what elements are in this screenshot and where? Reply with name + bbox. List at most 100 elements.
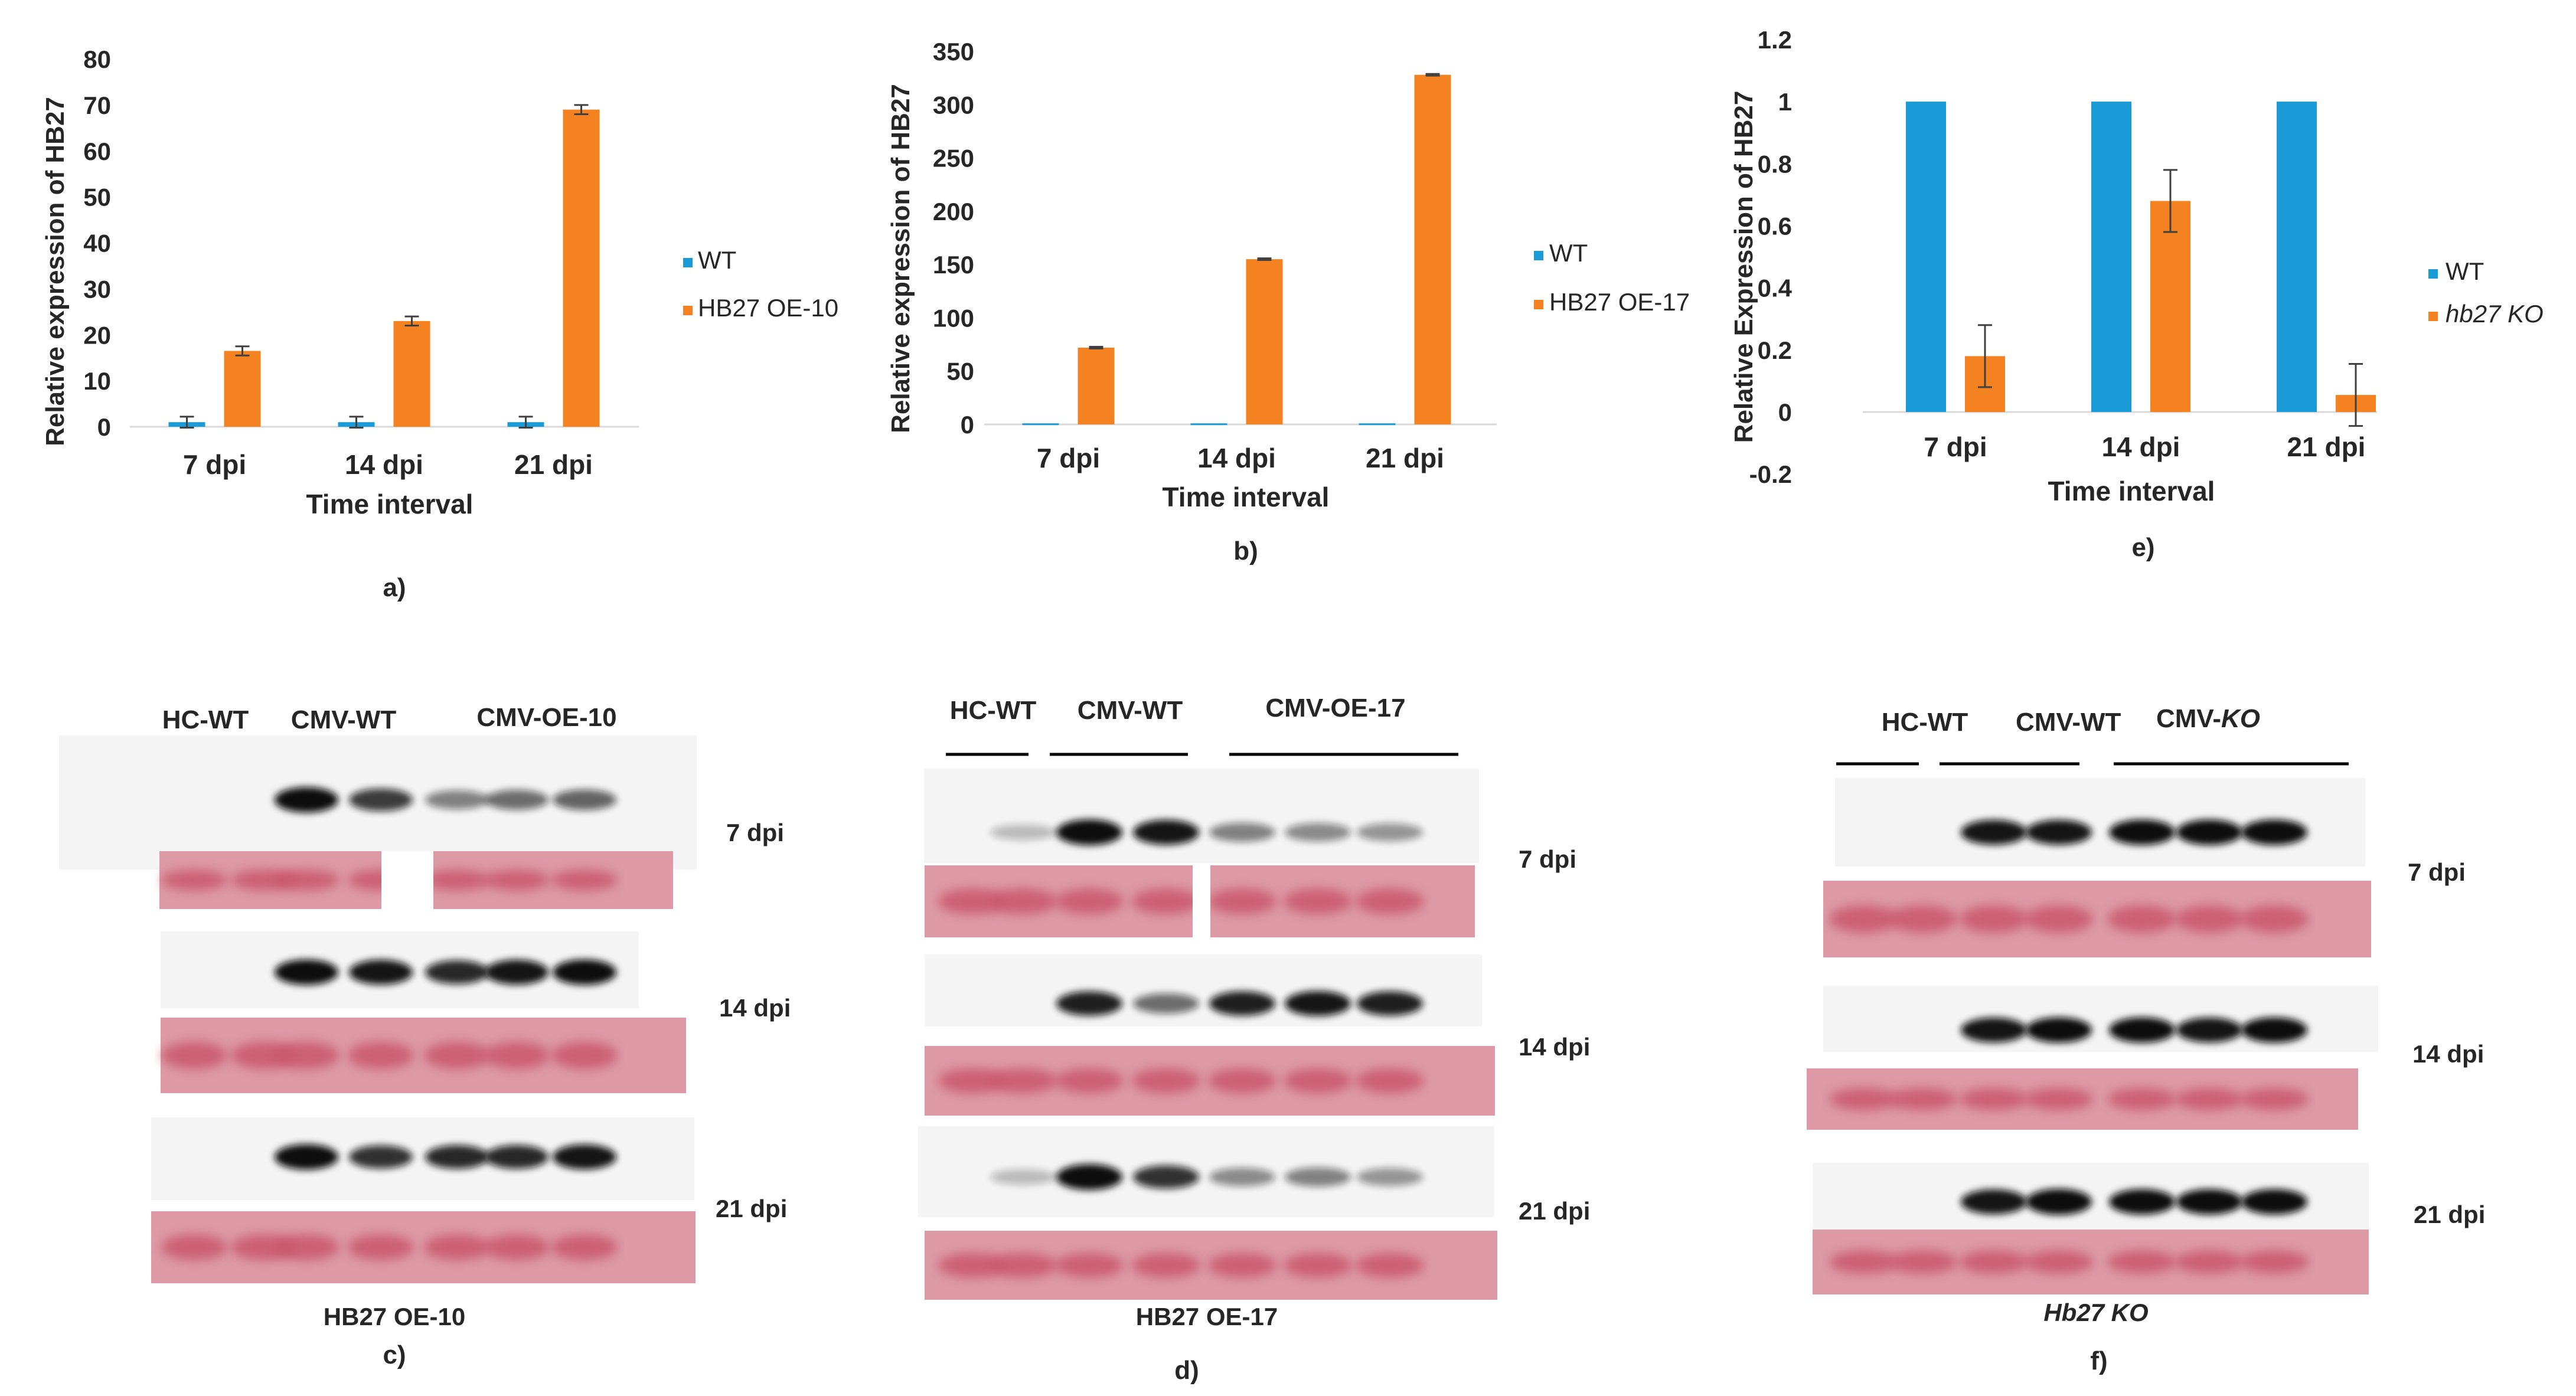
blot-c-band-row2-lane5 bbox=[485, 1145, 548, 1169]
chart-b-bar-hb27-oe-17-2 bbox=[1414, 74, 1451, 425]
chart-a-category-label-1: 14 dpi bbox=[345, 449, 423, 480]
blot-f-time-3: 21 dpi bbox=[2414, 1201, 2485, 1228]
chart-e-ytick-1: 0 bbox=[1778, 398, 1792, 426]
chart-b-ytick-2: 100 bbox=[933, 304, 974, 332]
legend-e-wt-swatch bbox=[2428, 269, 2438, 279]
chart-b-category-label-2: 21 dpi bbox=[1366, 443, 1444, 473]
blot-d-group-3: CMV-OE-17 bbox=[1265, 694, 1405, 722]
chart-a-ytick-5: 50 bbox=[83, 184, 111, 211]
blot-c-ponceau-band-row2-lane4 bbox=[424, 1234, 490, 1260]
blot-d-ponceau-band-row0-lane5 bbox=[1284, 888, 1352, 914]
chart-b-bar-wt-2 bbox=[1359, 423, 1396, 426]
blot-f-band-row1-lane6 bbox=[2241, 1017, 2307, 1043]
blot-f-band-row1-lane4 bbox=[2109, 1017, 2175, 1043]
chart-b-ytick-6: 300 bbox=[933, 91, 974, 119]
blot-f-ponceau-band-row2-lane2 bbox=[1960, 1250, 2028, 1274]
blot-f-ponceau-band-row2-lane3 bbox=[2025, 1250, 2093, 1274]
blot-f-caption: Hb27 KO bbox=[2043, 1299, 2148, 1326]
blot-d-ponceau-band-row1-lane2 bbox=[1055, 1068, 1124, 1094]
blot-f-band-row1-lane3 bbox=[2026, 1017, 2092, 1043]
blot-d-ponceau-band-row0-lane3 bbox=[1132, 888, 1200, 914]
blot-f-ponceau-band-row2-lane6 bbox=[2240, 1250, 2309, 1274]
blot-d-ponceau-band-row1-lane0 bbox=[938, 1068, 1007, 1094]
blot-d-band-row1-lane2 bbox=[1056, 991, 1122, 1016]
blot-d-band-row0-lane5 bbox=[1285, 823, 1351, 842]
blot-d-ponceau-band-row0-lane4 bbox=[1208, 888, 1276, 914]
blot-f-ponceau-band-row1-lane6 bbox=[2240, 1088, 2309, 1110]
blot-c-band-row2-lane2 bbox=[275, 1144, 338, 1170]
blot-c-ponceau-band-row1-lane6 bbox=[551, 1041, 618, 1070]
blot-c-ponceau-band-row0-lane6 bbox=[551, 869, 618, 891]
blot-d-ponceau-band-row1-lane3 bbox=[1132, 1068, 1200, 1094]
blot-f-ponceau-band-row1-lane1 bbox=[1889, 1088, 1957, 1110]
blot-d-ponceau-band-row0-lane2 bbox=[1055, 888, 1124, 914]
chart-b-xlabel: Time interval bbox=[1163, 482, 1330, 512]
legend-a-oe-swatch bbox=[683, 306, 693, 315]
blot-f-ponceau-band-row0-lane1 bbox=[1889, 905, 1957, 933]
blot-c-ponceau-band-row1-lane5 bbox=[484, 1041, 550, 1070]
blot-d-band-row1-lane6 bbox=[1357, 991, 1423, 1016]
chart-a-category-label-0: 7 dpi bbox=[183, 449, 246, 480]
chart-e-ytick-5: 0.8 bbox=[1758, 150, 1792, 178]
blot-c-band-row2-lane4 bbox=[425, 1145, 489, 1169]
blot-d: HC-WT CMV-WT CMV-OE-17 7 dpi 14 dpi 21 d… bbox=[918, 694, 1590, 1385]
blot-f-ponceau-band-row1-lane0 bbox=[1830, 1088, 1898, 1110]
blot-c-band-row1-lane2 bbox=[275, 959, 338, 985]
blot-d-group-2: CMV-WT bbox=[1078, 696, 1183, 725]
blot-d-band-row1-lane3 bbox=[1133, 993, 1199, 1014]
chart-b-category-label-0: 7 dpi bbox=[1037, 443, 1100, 473]
chart-a-ytick-6: 60 bbox=[83, 138, 111, 165]
blot-d-membrane-0 bbox=[924, 769, 1479, 863]
chart-b-category-label-1: 14 dpi bbox=[1197, 443, 1276, 473]
blot-c-ponceau-band-row0-lane2 bbox=[273, 869, 339, 891]
blot-d-ponceau-band-row2-lane5 bbox=[1284, 1253, 1352, 1278]
blot-c: HC-WT CMV-WT CMV-OE-10 7 dpi 14 dpi 21 d… bbox=[59, 703, 791, 1369]
blot-f-membrane-1 bbox=[1823, 986, 2378, 1052]
blot-f-band-row1-lane5 bbox=[2176, 1017, 2242, 1043]
blot-d-ponceau-gap-0 bbox=[1193, 865, 1210, 937]
blot-c-group-2: CMV-WT bbox=[291, 705, 397, 734]
chart-e-ytick-6: 1 bbox=[1778, 88, 1792, 116]
blot-f-band-row0-lane3 bbox=[2026, 819, 2092, 845]
blot-d-ponceau-band-row1-lane4 bbox=[1208, 1068, 1276, 1094]
blot-c-ponceau-gap-0 bbox=[381, 851, 433, 909]
blot-c-ponceau-band-row1-lane4 bbox=[424, 1041, 490, 1070]
chart-a-ylabel: Relative expression of HB27 bbox=[41, 97, 70, 446]
blot-f-ponceau-band-row0-lane3 bbox=[2025, 905, 2093, 933]
blot-d-band-row2-lane4 bbox=[1209, 1168, 1275, 1186]
blot-c-band-row2-lane3 bbox=[349, 1145, 413, 1169]
panel-e-label: e) bbox=[2131, 533, 2154, 562]
blot-f-band-row2-lane2 bbox=[1961, 1189, 2027, 1215]
blot-d-ponceau-band-row2-lane6 bbox=[1356, 1253, 1424, 1278]
chart-b: 0 50 100 150 200 250 300 350 7 dpi 14 dpi 21 dpi R… bbox=[886, 38, 1690, 565]
chart-e-bar-wt-0 bbox=[1906, 102, 1946, 412]
blot-d-band-row1-lane4 bbox=[1209, 991, 1275, 1016]
legend-e-wt-label: WT bbox=[2446, 257, 2484, 285]
blot-f-group-2: CMV-WT bbox=[2016, 708, 2121, 737]
blot-f-band-row2-lane4 bbox=[2109, 1189, 2175, 1215]
chart-b-bar-wt-0 bbox=[1022, 423, 1059, 426]
chart-e-bar-wt-1 bbox=[2091, 102, 2131, 412]
blot-c-band-row1-lane5 bbox=[485, 959, 548, 985]
blot-c-band-row0-lane4 bbox=[425, 790, 489, 810]
blot-c-ponceau-band-row0-lane0 bbox=[161, 869, 227, 891]
chart-a-ytick-2: 20 bbox=[83, 321, 111, 349]
blot-f-band-row1-lane2 bbox=[1961, 1017, 2027, 1043]
blot-c-band-row1-lane6 bbox=[553, 959, 616, 985]
blot-c-ponceau-band-row2-lane6 bbox=[551, 1234, 618, 1260]
blot-c-band-row2-lane6 bbox=[553, 1144, 616, 1170]
chart-b-ytick-0: 0 bbox=[961, 411, 974, 439]
chart-a-xlabel: Time interval bbox=[306, 489, 474, 519]
blot-f-band-row0-lane5 bbox=[2176, 819, 2242, 845]
blot-c-band-row0-lane5 bbox=[485, 789, 548, 810]
chart-a-ytick-4: 40 bbox=[83, 230, 111, 257]
blot-f-band-row0-lane6 bbox=[2241, 819, 2307, 845]
legend-b-oe-label: HB27 OE-17 bbox=[1549, 288, 1690, 316]
chart-a-ytick-8: 80 bbox=[83, 45, 111, 73]
panel-a-label: a) bbox=[383, 573, 406, 602]
chart-b-bar-hb27-oe-17-1 bbox=[1246, 259, 1283, 424]
chart-a-bar-hb27-oe-10-2 bbox=[563, 109, 600, 427]
chart-b-ytick-7: 350 bbox=[933, 38, 974, 66]
blot-c-band-row1-lane4 bbox=[425, 960, 489, 985]
legend-a-wt-swatch bbox=[683, 258, 693, 267]
